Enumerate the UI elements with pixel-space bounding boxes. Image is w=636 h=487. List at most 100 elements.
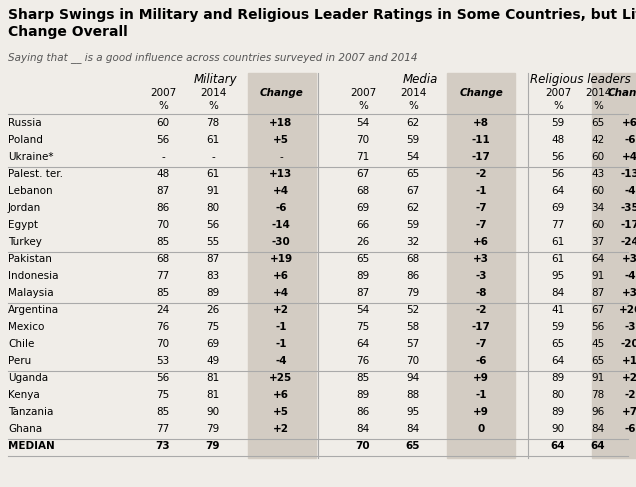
Text: 85: 85	[156, 407, 170, 417]
Text: Change: Change	[459, 88, 503, 98]
Text: 0: 0	[478, 424, 485, 434]
Text: -6: -6	[275, 203, 287, 213]
Text: 95: 95	[551, 271, 565, 281]
Text: 62: 62	[406, 203, 420, 213]
Text: 79: 79	[406, 288, 420, 298]
Text: 68: 68	[406, 254, 420, 264]
Text: 65: 65	[406, 441, 420, 451]
Text: +4: +4	[273, 288, 289, 298]
Text: +4: +4	[622, 152, 636, 162]
Text: 65: 65	[406, 169, 420, 179]
Text: Saying that __ is a good influence across countries surveyed in 2007 and 2014: Saying that __ is a good influence acros…	[8, 52, 417, 63]
Text: 2007: 2007	[150, 88, 176, 98]
Text: 95: 95	[406, 407, 420, 417]
Text: -1: -1	[275, 322, 287, 332]
Text: 91: 91	[206, 186, 219, 196]
Text: 70: 70	[356, 135, 370, 145]
Text: 2014: 2014	[400, 88, 426, 98]
Text: %: %	[553, 101, 563, 111]
Text: 84: 84	[551, 288, 565, 298]
Text: 69: 69	[206, 339, 219, 349]
Text: 64: 64	[551, 441, 565, 451]
Text: -7: -7	[475, 220, 487, 230]
Text: -2: -2	[625, 390, 636, 400]
Text: 87: 87	[156, 186, 170, 196]
Text: +2: +2	[622, 373, 636, 383]
Text: Peru: Peru	[8, 356, 31, 366]
Text: 76: 76	[156, 322, 170, 332]
Text: +19: +19	[270, 254, 293, 264]
Text: 56: 56	[591, 322, 605, 332]
Text: -4: -4	[275, 356, 287, 366]
Text: -17: -17	[621, 220, 636, 230]
Text: Religious leaders: Religious leaders	[530, 73, 630, 86]
Text: -4: -4	[624, 186, 636, 196]
Text: -11: -11	[472, 135, 490, 145]
Text: +26: +26	[618, 305, 636, 315]
Text: 34: 34	[591, 203, 605, 213]
Text: Tanzania: Tanzania	[8, 407, 53, 417]
Text: 78: 78	[591, 390, 605, 400]
Text: Chile: Chile	[8, 339, 34, 349]
Text: 75: 75	[206, 322, 219, 332]
Text: -3: -3	[625, 322, 636, 332]
Text: 56: 56	[551, 169, 565, 179]
Text: 87: 87	[356, 288, 370, 298]
Text: 58: 58	[406, 322, 420, 332]
Text: 67: 67	[356, 169, 370, 179]
Text: 52: 52	[406, 305, 420, 315]
Text: Uganda: Uganda	[8, 373, 48, 383]
Text: Poland: Poland	[8, 135, 43, 145]
Text: -: -	[211, 152, 215, 162]
Text: 75: 75	[356, 322, 370, 332]
Text: %: %	[593, 101, 603, 111]
Text: 91: 91	[591, 271, 605, 281]
Text: -30: -30	[272, 237, 291, 247]
Text: -4: -4	[624, 271, 636, 281]
Text: 91: 91	[591, 373, 605, 383]
Text: 60: 60	[156, 118, 170, 128]
Text: 81: 81	[206, 373, 219, 383]
Text: 69: 69	[356, 203, 370, 213]
Text: 67: 67	[406, 186, 420, 196]
Text: 60: 60	[591, 186, 605, 196]
Text: +8: +8	[473, 118, 489, 128]
Text: 65: 65	[591, 356, 605, 366]
Text: 60: 60	[591, 220, 605, 230]
Text: +2: +2	[273, 424, 289, 434]
Text: 61: 61	[206, 169, 219, 179]
Text: 57: 57	[406, 339, 420, 349]
Text: 43: 43	[591, 169, 605, 179]
Text: 79: 79	[206, 441, 220, 451]
Text: 80: 80	[207, 203, 219, 213]
Text: 64: 64	[591, 441, 605, 451]
Text: Ghana: Ghana	[8, 424, 42, 434]
Text: 45: 45	[591, 339, 605, 349]
Text: Russia: Russia	[8, 118, 41, 128]
Text: 48: 48	[156, 169, 170, 179]
Text: %: %	[358, 101, 368, 111]
Text: 77: 77	[156, 271, 170, 281]
Text: 32: 32	[406, 237, 420, 247]
Text: 85: 85	[356, 373, 370, 383]
Text: 89: 89	[551, 373, 565, 383]
Text: +25: +25	[270, 373, 293, 383]
Text: 42: 42	[591, 135, 605, 145]
Text: 53: 53	[156, 356, 170, 366]
Text: +5: +5	[273, 407, 289, 417]
Text: 56: 56	[206, 220, 219, 230]
Text: 62: 62	[406, 118, 420, 128]
Text: Change: Change	[608, 88, 636, 98]
Text: %: %	[158, 101, 168, 111]
Text: 89: 89	[551, 407, 565, 417]
Text: Malaysia: Malaysia	[8, 288, 53, 298]
Text: 64: 64	[591, 254, 605, 264]
Text: 77: 77	[551, 220, 565, 230]
Text: +3: +3	[622, 288, 636, 298]
Text: Turkey: Turkey	[8, 237, 42, 247]
Text: -1: -1	[275, 339, 287, 349]
Text: 54: 54	[356, 305, 370, 315]
Text: -20: -20	[621, 339, 636, 349]
Text: 73: 73	[156, 441, 170, 451]
Text: 59: 59	[551, 118, 565, 128]
